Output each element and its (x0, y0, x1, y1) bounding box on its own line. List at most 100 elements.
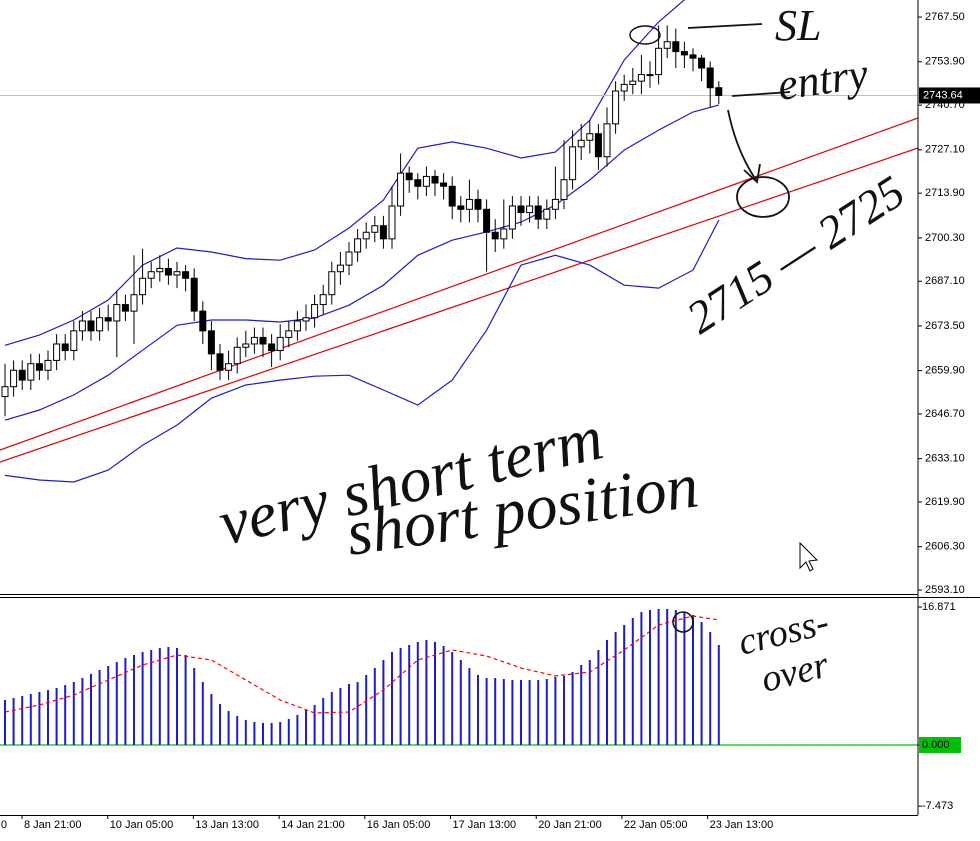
y-tick-label: 2700.30 (925, 232, 965, 244)
candle-body (431, 175, 439, 184)
candle-body (698, 57, 706, 69)
target-circle (736, 176, 790, 218)
arrow-head (743, 163, 761, 184)
candle-body (655, 47, 663, 76)
candle-body (586, 133, 594, 141)
sl-dash (687, 23, 763, 29)
y-tick-label: 2633.10 (925, 453, 965, 465)
candle-body (448, 185, 456, 207)
candle-body (603, 123, 611, 158)
y-tick-label: 2619.90 (925, 496, 965, 508)
candle-body (646, 74, 654, 77)
candle-body (465, 198, 473, 210)
y-tick-label: 2673.50 (925, 320, 965, 332)
trend-line (0, 117, 918, 451)
candle-body (121, 304, 129, 312)
candle-body (526, 205, 534, 214)
candle-body (414, 179, 422, 187)
candle-body (104, 317, 112, 322)
x-tick-label: 8 Jan 21:00 (24, 819, 82, 831)
y-tick-label: 2767.50 (925, 11, 965, 23)
candle-body (577, 139, 585, 148)
x-tick-label: 0 (1, 819, 7, 831)
candle-body (233, 346, 241, 365)
signal-line (4, 615, 719, 714)
candle-body (276, 336, 284, 352)
candle-body (96, 317, 104, 332)
x-tick-label: 16 Jan 05:00 (367, 819, 431, 831)
candle-body (672, 41, 680, 53)
x-tick-label: 23 Jan 13:00 (710, 819, 774, 831)
candle-body (336, 264, 344, 273)
candle-body (517, 205, 525, 214)
candle-body (388, 205, 396, 240)
x-tick-label: 17 Jan 13:00 (453, 819, 517, 831)
candle-body (491, 231, 499, 240)
candle-body (44, 359, 52, 371)
macd-pane (0, 608, 918, 746)
candle-body (379, 225, 387, 240)
price-pane (0, 0, 918, 483)
candle-body (61, 343, 69, 352)
candle-body (680, 51, 688, 56)
candle-body (207, 330, 215, 355)
candle-body (130, 294, 138, 312)
candle-body (147, 271, 155, 279)
candle-body (500, 228, 508, 240)
y-tick-label: 2713.90 (925, 187, 965, 199)
arrow (727, 109, 757, 181)
candle-body (345, 251, 353, 266)
sl-circle (629, 25, 661, 45)
candle-body (706, 67, 714, 89)
candle-body (397, 172, 405, 207)
candle-body (354, 238, 362, 253)
y-tick-label: 2593.10 (925, 584, 965, 596)
candle-body (457, 205, 465, 210)
y-tick-label: 0.000 (922, 739, 950, 751)
candle-body (259, 336, 267, 345)
candle-body (199, 310, 207, 332)
x-tick-label: 20 Jan 21:00 (538, 819, 602, 831)
candle-body (156, 267, 164, 273)
candle-body (311, 304, 319, 319)
candle-body (182, 271, 190, 279)
candle-body (689, 54, 697, 59)
candle-body (362, 231, 370, 240)
candle-body (474, 198, 482, 210)
candle-body (551, 198, 559, 210)
candle-body (543, 208, 551, 220)
sl-note: SL (775, 1, 821, 50)
candle-body (534, 205, 542, 220)
candle-body (113, 304, 121, 322)
candle-body (268, 343, 276, 352)
last-price-tag (919, 87, 980, 104)
candle-body (250, 336, 258, 345)
candle-body (139, 277, 147, 296)
candle-body (164, 267, 172, 276)
candle-body (629, 80, 637, 85)
candle-body (35, 363, 43, 371)
candle-body (508, 205, 516, 230)
y-tick-label: 2646.70 (925, 408, 965, 420)
candle-body (285, 330, 293, 338)
candle-body (328, 271, 336, 296)
last-price-label: 2743.64 (923, 89, 963, 101)
candle-body (422, 175, 430, 187)
bollinger-upper (4, 0, 686, 346)
candle-body (173, 271, 181, 276)
x-tick-label: 14 Jan 21:00 (281, 819, 345, 831)
candle-body (560, 179, 568, 200)
candle-body (440, 182, 448, 187)
candle-body (620, 83, 628, 92)
candle-body (216, 353, 224, 371)
candle-body (569, 146, 577, 181)
mouse-cursor (799, 541, 819, 572)
candle-body (70, 330, 78, 352)
candle-body (242, 343, 250, 348)
y-tick-label: 2606.30 (925, 541, 965, 553)
candle-body (302, 317, 310, 322)
zero-tag (919, 736, 961, 753)
candle-body (18, 369, 26, 381)
